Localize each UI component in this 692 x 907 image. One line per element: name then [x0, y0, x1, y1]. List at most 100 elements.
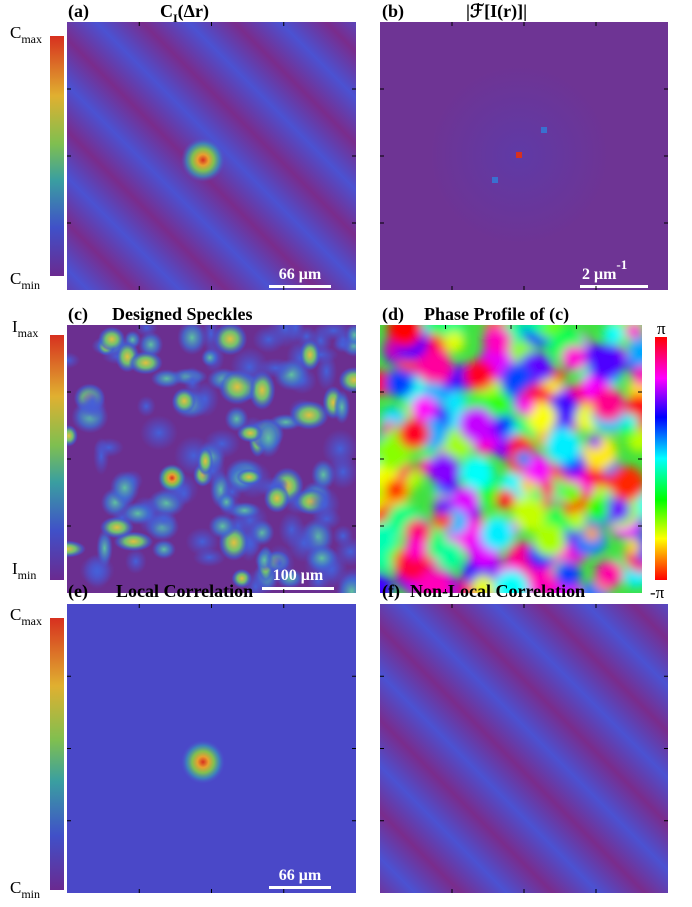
speckle — [235, 468, 263, 486]
phase-domain — [427, 325, 444, 333]
phase-domain — [406, 471, 423, 488]
colorbar-min: Cmin — [10, 269, 40, 292]
phase-domain — [458, 406, 495, 443]
nonlocal-correlation-map — [380, 604, 668, 893]
scalebar — [269, 285, 331, 288]
colorbar — [50, 618, 64, 890]
phase-domain — [545, 427, 582, 465]
phase-domain — [415, 349, 453, 387]
speckle — [263, 483, 291, 513]
phase-domain — [584, 526, 600, 542]
label-part: C — [10, 269, 21, 288]
speckle — [140, 415, 178, 451]
colorbar-max: π — [657, 319, 666, 338]
phase-domain — [569, 510, 588, 529]
title-main: C — [160, 1, 173, 21]
colorbar-min: -π — [650, 583, 665, 602]
speckle — [286, 325, 305, 343]
phase-domain — [516, 397, 535, 416]
panel-title: Phase Profile of (c) — [424, 304, 569, 325]
phase-domain — [595, 559, 624, 589]
phase-domain — [585, 496, 611, 522]
scalebar-label: 2 μm-1 — [582, 257, 627, 283]
ticks — [67, 22, 668, 893]
speckle — [254, 418, 282, 458]
speckle — [93, 437, 110, 476]
phase-domain — [532, 523, 566, 557]
phase-domain — [525, 562, 560, 593]
phase-domain — [384, 368, 414, 398]
speckle — [230, 347, 269, 388]
speckle — [332, 335, 353, 353]
speckle — [128, 351, 163, 375]
speckle — [96, 529, 113, 568]
colorbar — [655, 337, 667, 580]
phase-domain — [555, 561, 581, 588]
phase-domain — [539, 480, 556, 497]
panel-label: (b) — [382, 1, 404, 22]
speckle — [183, 366, 202, 398]
phase-domain — [427, 453, 460, 486]
phase-domain — [387, 325, 422, 348]
speckle — [136, 395, 156, 417]
colorbar-max: Cmax — [10, 23, 42, 46]
phase-domain — [431, 509, 453, 530]
label-part: max — [21, 614, 42, 628]
label-part: I — [12, 559, 18, 578]
label-part: C — [10, 23, 21, 42]
speckle — [98, 326, 126, 352]
label-part: min — [21, 278, 40, 292]
phase-domain — [591, 387, 626, 422]
phase-domain — [609, 466, 642, 502]
label-part: min — [21, 887, 40, 901]
phase-domain — [460, 456, 494, 490]
phase-domain — [560, 482, 582, 504]
speckle — [150, 369, 183, 389]
phase-domain — [380, 521, 398, 555]
panel-title: |ℱ[I(r)]| — [466, 1, 527, 22]
scalebar-label: 66 μm — [279, 266, 322, 283]
correlation-peak — [181, 138, 225, 182]
speckle — [322, 429, 356, 469]
speckle — [333, 390, 351, 425]
panel-label: (c) — [68, 304, 88, 325]
phase-domain — [587, 343, 626, 382]
phase-domain — [626, 336, 642, 366]
speckle — [307, 570, 330, 592]
phase-domain — [587, 434, 603, 449]
speckle — [299, 338, 321, 371]
phase-domain — [632, 366, 642, 387]
title-rest: (Δr) — [178, 1, 209, 22]
panel-title: Local Correlation — [116, 581, 253, 601]
scalebar — [580, 285, 648, 288]
speckle — [243, 569, 268, 593]
phase-domain — [444, 391, 467, 414]
phase-domain — [624, 538, 641, 555]
phase-domain — [480, 517, 515, 551]
phase-domain — [561, 345, 587, 371]
label-part: max — [21, 32, 42, 46]
scalebar — [269, 886, 331, 889]
colorbar-min: Cmin — [10, 878, 40, 901]
phase-domain — [607, 498, 631, 522]
label-part: I — [12, 317, 18, 336]
phase-domain — [624, 414, 639, 429]
scalebar-label: 66 μm — [279, 867, 322, 884]
colorbar — [50, 335, 64, 580]
phase-domain — [380, 572, 394, 593]
speckle — [307, 486, 341, 523]
panel-label: (d) — [382, 304, 404, 325]
panel-title: Non-Local Correlation — [410, 581, 585, 601]
speckle — [67, 540, 86, 558]
label-part: -1 — [616, 257, 627, 272]
speckle — [197, 446, 214, 476]
panel-label: (f) — [382, 581, 400, 602]
label-part: min — [18, 568, 37, 582]
colorbar — [50, 36, 64, 276]
speckle — [217, 492, 236, 513]
phase-domain — [404, 536, 428, 560]
phase-domain — [411, 395, 437, 421]
phase-domain — [478, 441, 493, 456]
phase-domain — [482, 326, 512, 355]
